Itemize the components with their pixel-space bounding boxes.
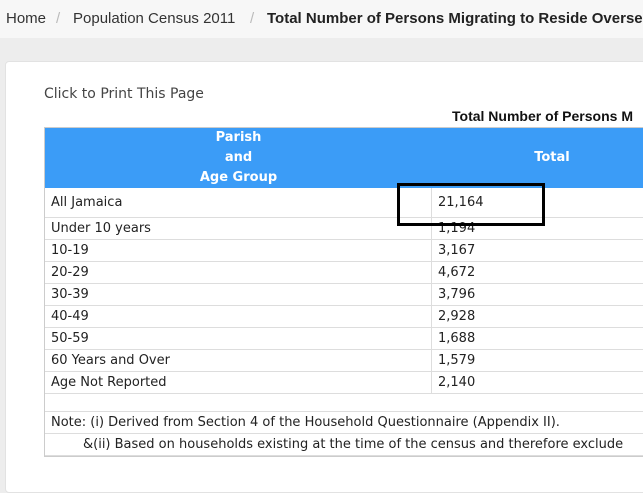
row-label: 50-59 [45, 328, 432, 350]
header-text: Parish [215, 130, 262, 145]
empty-row [45, 394, 643, 412]
row-value: 3,796 [432, 284, 643, 306]
separator: / [56, 10, 61, 27]
row-label: 60 Years and Over [45, 350, 432, 372]
separator: / [250, 10, 255, 27]
row-label: Age Not Reported [45, 372, 432, 394]
data-table: Parish and Age Group Total All Jamaica 21,164… [44, 127, 643, 457]
row-value: 3,167 [432, 240, 643, 262]
row-value: 2,140 [432, 372, 643, 394]
row-value: 21,164 [432, 188, 643, 218]
row-label: Under 10 years [45, 218, 432, 240]
note: Note: (i) Derived from Section 4 of the … [45, 412, 643, 434]
print-link[interactable]: Click to Print This Page [44, 86, 204, 102]
row-label: 20-29 [45, 262, 432, 284]
table-title: Total Number of Persons M [452, 108, 633, 124]
header-cell: Total [432, 128, 643, 188]
row-value: 2,928 [432, 306, 643, 328]
breadcrumb-link[interactable]: Population Census 2011 [73, 10, 236, 27]
breadcrumb-link[interactable]: Home [6, 10, 47, 27]
header-cell: Parish and Age Group [45, 128, 433, 188]
row-label: 40-49 [45, 306, 432, 328]
highlight-box [397, 183, 545, 226]
row-label: 30-39 [45, 284, 432, 306]
header-text: Age Group [199, 170, 278, 185]
row-value: 1,688 [432, 328, 643, 350]
breadcrumb: Home / Population Census 2011 / Total Nu… [0, 0, 643, 38]
note: &(ii) Based on households existing at th… [45, 434, 643, 456]
breadcrumb-current: Total Number of Persons Migrating to Res… [267, 10, 643, 27]
row-value: 4,672 [432, 262, 643, 284]
header-text: and [224, 150, 253, 165]
row-value: 1,579 [432, 350, 643, 372]
row-label: 10-19 [45, 240, 432, 262]
row-label: All Jamaica [45, 188, 432, 218]
